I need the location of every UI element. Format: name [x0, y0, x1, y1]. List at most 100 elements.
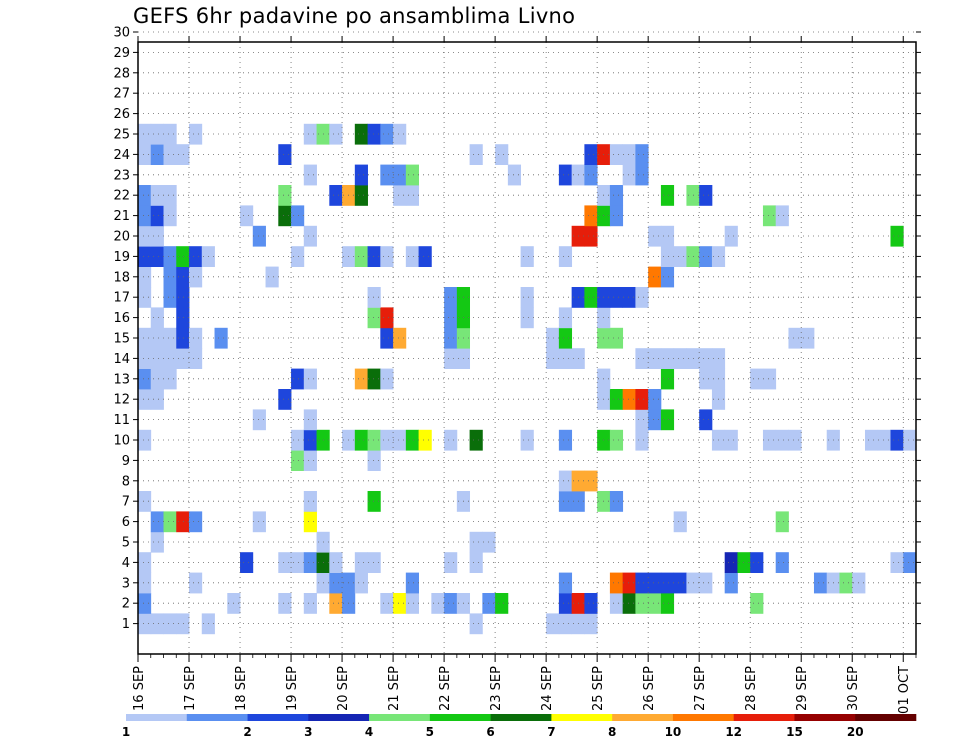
precip-cell	[380, 164, 394, 186]
y-tick-label: 13	[113, 372, 130, 387]
x-tick-label: 27 SEP	[693, 666, 708, 711]
precip-cell	[469, 613, 483, 635]
precip-cell	[520, 246, 534, 267]
precip-cell	[788, 429, 802, 451]
precip-cell	[673, 246, 687, 267]
precip-cell	[354, 123, 368, 145]
precip-cell	[150, 123, 164, 145]
precip-cell	[176, 307, 190, 329]
precip-cell	[380, 246, 394, 267]
colorbar-label: 15	[786, 725, 803, 739]
precip-cell	[138, 185, 152, 206]
x-tick-label: 29 SEP	[795, 666, 810, 711]
colorbar-segment	[369, 714, 431, 721]
colorbar-label: 7	[547, 725, 555, 739]
precip-cell	[890, 552, 904, 573]
x-tick-label: 18 SEP	[234, 666, 249, 711]
precip-cell	[214, 327, 228, 349]
precip-cell	[648, 225, 662, 247]
y-tick-label: 15	[113, 332, 130, 347]
precip-cell	[839, 572, 853, 594]
precip-cell	[380, 327, 394, 349]
precip-cell	[303, 225, 317, 247]
precip-cell	[418, 246, 432, 267]
precip-cell	[393, 429, 407, 451]
y-tick-label: 3	[122, 576, 130, 591]
precip-cell	[660, 409, 675, 431]
y-tick-label: 6	[122, 515, 130, 530]
precip-cell	[558, 246, 573, 267]
precip-cell	[444, 348, 458, 369]
precip-cell	[163, 368, 177, 390]
y-tick-label: 22	[113, 189, 130, 204]
colorbar-segment	[186, 714, 248, 721]
precip-cell	[303, 593, 317, 614]
precip-cell	[163, 123, 177, 145]
precip-cell	[291, 368, 305, 390]
precip-cell	[558, 307, 573, 329]
precip-cell	[609, 572, 624, 594]
precip-cell	[150, 389, 164, 410]
precip-cell	[890, 225, 904, 247]
precip-cell	[635, 389, 649, 410]
precip-cell	[584, 164, 598, 186]
precip-cell	[380, 368, 394, 390]
precip-cell	[903, 429, 917, 451]
precip-cell	[354, 429, 368, 451]
colorbar-segment	[490, 714, 552, 721]
precip-cell	[903, 552, 917, 573]
precip-cell	[150, 531, 164, 553]
precip-cell	[176, 348, 190, 369]
precip-cell	[303, 123, 317, 145]
precip-cell	[737, 552, 751, 573]
x-tick-label: 26 SEP	[642, 666, 657, 711]
x-tick-label: 22 SEP	[438, 666, 453, 711]
precip-cell	[138, 491, 152, 512]
precip-cell	[176, 327, 190, 349]
precip-cell	[303, 552, 317, 573]
precip-cell	[444, 327, 458, 349]
precip-cell	[660, 368, 675, 390]
colorbar-label: 4	[365, 725, 373, 739]
precip-cell	[660, 572, 675, 594]
precip-cell	[163, 266, 177, 288]
precip-cell	[176, 246, 190, 267]
precip-cell	[558, 572, 573, 594]
precip-cell	[163, 511, 177, 533]
precip-cell	[240, 205, 254, 227]
precip-cell	[303, 511, 317, 533]
precip-cell	[724, 429, 738, 451]
precip-cell	[252, 225, 266, 247]
colorbar-label: 20	[847, 725, 864, 739]
precip-cell	[584, 205, 598, 227]
precip-cell	[163, 287, 177, 308]
precip-cell	[303, 368, 317, 390]
precip-cell	[367, 307, 381, 329]
precip-cell	[150, 307, 164, 329]
precip-cell	[584, 287, 598, 308]
y-tick-label: 7	[122, 495, 130, 510]
precip-cell	[762, 205, 777, 227]
precip-cell	[393, 327, 407, 349]
precip-cell	[150, 144, 164, 165]
y-tick-label: 25	[113, 128, 130, 143]
precip-cell	[138, 389, 152, 410]
precip-cell	[163, 246, 177, 267]
chart-title: GEFS 6hr padavine po ansamblima Livno	[133, 4, 576, 28]
colorbar-label: 3	[304, 725, 312, 739]
precip-cell	[150, 205, 164, 227]
precip-cell	[189, 123, 203, 145]
y-tick-label: 19	[113, 250, 130, 265]
y-tick-label: 17	[113, 291, 130, 306]
precip-cell	[788, 327, 802, 349]
precip-cell	[189, 572, 203, 594]
y-tick-label: 2	[122, 597, 130, 612]
precip-cell	[138, 368, 152, 390]
precip-cell	[252, 511, 266, 533]
precip-cell	[380, 593, 394, 614]
precip-cell	[163, 327, 177, 349]
x-tick-label: 23 SEP	[489, 666, 504, 711]
precip-cell	[393, 123, 407, 145]
precip-cell	[660, 185, 675, 206]
